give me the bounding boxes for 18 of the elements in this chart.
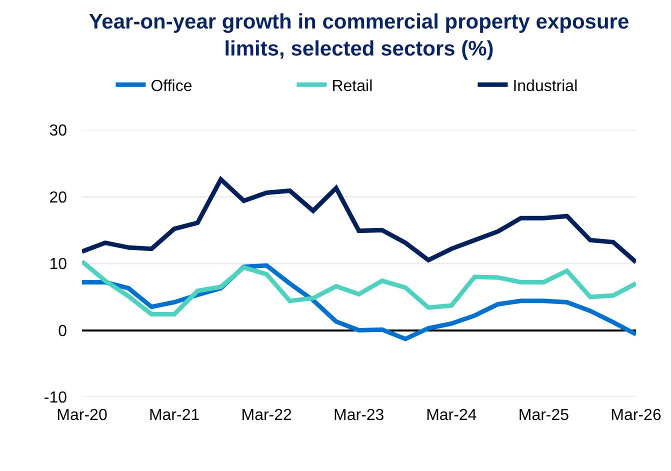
- x-tick-label: Mar-21: [148, 407, 200, 424]
- legend-label: Industrial: [512, 78, 578, 95]
- x-tick-label: Mar-26: [610, 407, 662, 424]
- y-tick-label: 20: [49, 189, 68, 206]
- y-tick-label: 10: [49, 256, 68, 274]
- x-tick-label: Mar-24: [426, 407, 477, 424]
- legend-label: Office: [150, 78, 192, 95]
- legend-label: Retail: [332, 78, 373, 95]
- line-series: [82, 259, 636, 316]
- y-tick-label: -10: [44, 390, 68, 407]
- x-tick-label: Mar-25: [518, 407, 570, 424]
- x-tick-label: Mar-20: [56, 407, 108, 424]
- y-tick-label: 30: [49, 122, 68, 140]
- x-tick-label: Mar-22: [241, 407, 292, 424]
- chart-title: Year-on-year growth in commercial property exposure limits, selected sectors (%): [88, 10, 630, 61]
- line-series: [82, 177, 636, 264]
- y-tick-label: 0: [58, 322, 68, 340]
- x-tick-label: Mar-23: [334, 407, 384, 424]
